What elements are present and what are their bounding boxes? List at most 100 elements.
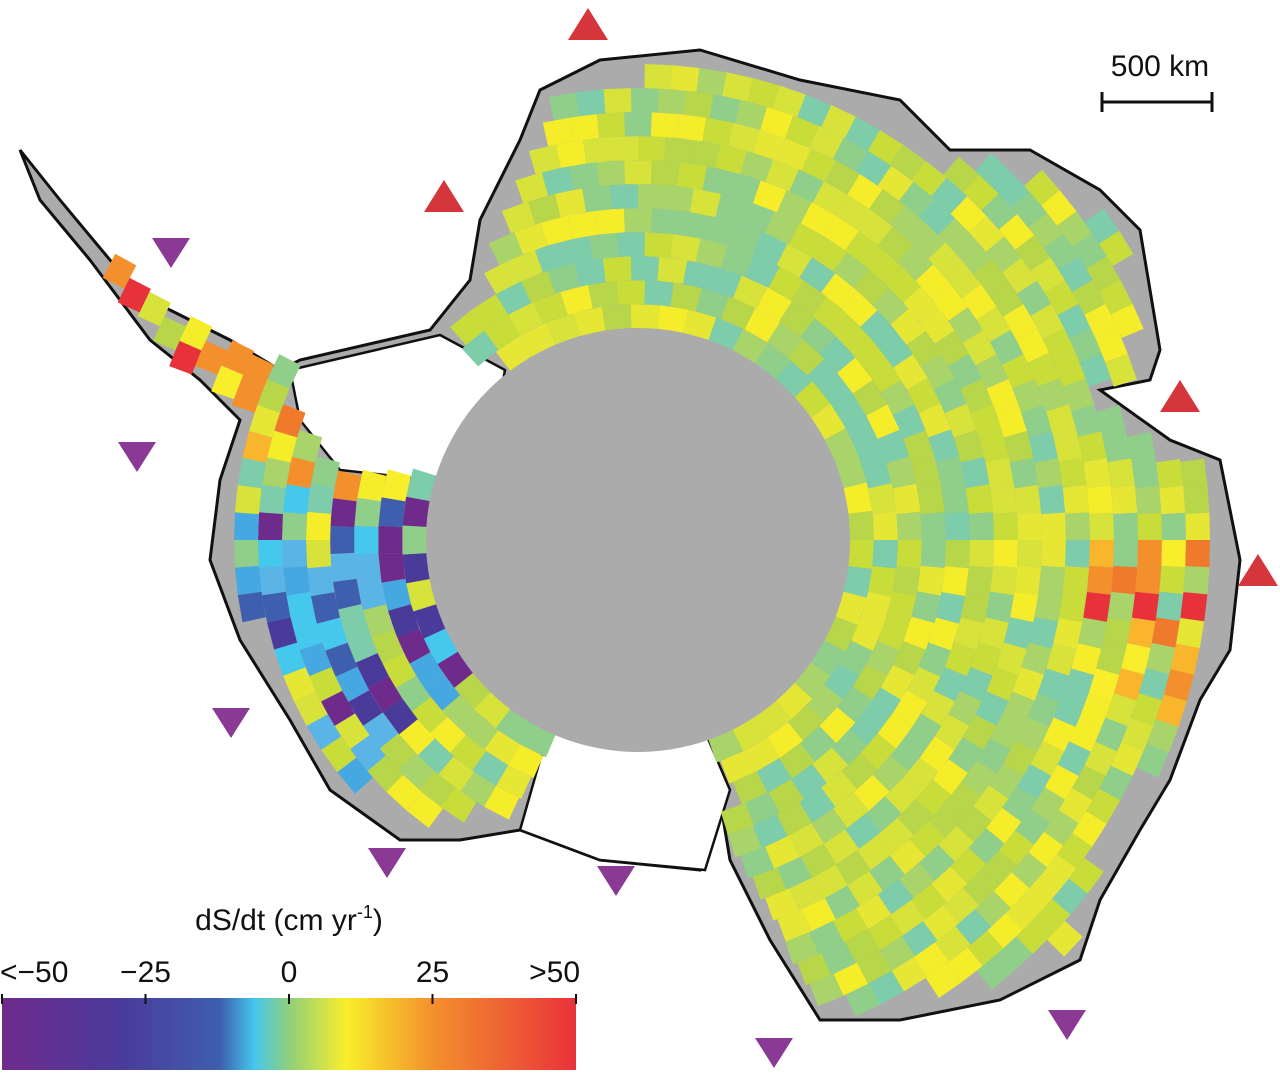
- map-cell: [960, 667, 993, 702]
- map-cell: [1015, 809, 1051, 845]
- map-cell: [1096, 405, 1127, 437]
- map-cell: [1012, 379, 1045, 413]
- map-cell: [775, 682, 813, 720]
- map-cell: [973, 785, 1009, 821]
- map-cell: [1151, 617, 1180, 648]
- map-cell: [903, 430, 935, 464]
- map-cell: [582, 185, 612, 213]
- map-cell: [283, 484, 311, 514]
- map-cell: [843, 482, 873, 514]
- map-cell: [961, 760, 997, 796]
- map-cell: [386, 774, 423, 811]
- map-cell: [1087, 485, 1114, 514]
- map-cell: [844, 929, 880, 964]
- map-cell: [835, 850, 871, 886]
- map-cell: [944, 540, 970, 569]
- map-cell: [841, 290, 878, 327]
- map-cell: [945, 262, 981, 299]
- map-cell: [988, 281, 1024, 317]
- map-cell: [241, 354, 274, 389]
- map-cell: [306, 714, 342, 750]
- map-cell: [702, 215, 736, 246]
- map-cell: [354, 497, 381, 527]
- map-cell: [879, 936, 916, 971]
- map-cell: [234, 565, 262, 595]
- map-cell: [985, 457, 1014, 489]
- map-cell: [262, 457, 291, 489]
- map-cell: [259, 566, 286, 596]
- map-cell: [892, 483, 921, 515]
- down-triangle: [597, 866, 635, 896]
- map-cell: [819, 336, 856, 373]
- map-cell: [234, 540, 259, 568]
- map-cell: [913, 942, 950, 978]
- map-cell: [768, 779, 804, 814]
- map-cell: [568, 210, 599, 239]
- map-cell: [573, 306, 606, 337]
- map-cell: [823, 215, 860, 251]
- map-cell: [357, 469, 386, 502]
- map-cell: [978, 617, 1009, 650]
- map-cell: [728, 825, 762, 858]
- map-cell: [1084, 208, 1120, 244]
- map-cell: [903, 757, 939, 794]
- map-cell: [1002, 786, 1038, 822]
- map-cell: [378, 497, 406, 527]
- map-cell: [583, 136, 613, 164]
- map-cell: [797, 953, 832, 986]
- map-cell: [777, 856, 812, 890]
- map-cell: [906, 666, 941, 702]
- map-cell: [1028, 831, 1064, 868]
- map-cell: [752, 231, 788, 265]
- map-cell: [877, 331, 914, 368]
- map-cell: [406, 579, 436, 612]
- map-cell: [928, 429, 960, 463]
- map-cell: [402, 525, 427, 555]
- map-cell: [1053, 430, 1083, 463]
- map-cell: [740, 151, 774, 182]
- map-cell: [429, 716, 466, 753]
- map-cell: [708, 266, 742, 298]
- map-cell: [823, 829, 860, 865]
- map-cell: [1021, 405, 1052, 438]
- map-cell: [779, 743, 816, 779]
- map-cell: [776, 243, 813, 278]
- map-cell: [644, 64, 673, 90]
- down-triangle: [212, 708, 250, 738]
- map-cell: [948, 737, 984, 773]
- map-cell: [1131, 458, 1160, 489]
- map-cell: [938, 218, 975, 254]
- map-cell: [990, 566, 1017, 596]
- map-cell: [732, 716, 769, 752]
- map-cell: [833, 962, 868, 996]
- map-cell: [354, 553, 381, 583]
- map-cell: [418, 771, 455, 807]
- map-cell: [843, 566, 873, 598]
- map-cell: [961, 284, 997, 320]
- map-cell: [970, 642, 1002, 676]
- map-cell: [424, 674, 460, 711]
- map-cell: [508, 249, 543, 283]
- map-cell: [1185, 512, 1210, 540]
- map-cell: [911, 883, 947, 920]
- map-cell: [865, 247, 902, 284]
- map-cell: [849, 709, 886, 745]
- map-cell: [1069, 328, 1102, 363]
- map-cell: [262, 591, 291, 623]
- map-cell: [1034, 591, 1063, 622]
- map-cell: [676, 114, 707, 142]
- map-cell: [267, 430, 298, 463]
- map-cell: [1014, 485, 1042, 515]
- map-cell: [657, 88, 687, 115]
- map-cell: [960, 591, 990, 624]
- map-cell: [316, 617, 348, 651]
- map-cell: [576, 89, 606, 116]
- map-cell: [1105, 353, 1137, 387]
- map-cell: [409, 652, 445, 689]
- map-cell: [549, 92, 580, 121]
- map-cell: [413, 604, 446, 639]
- map-cell: [812, 181, 848, 216]
- map-cell: [901, 921, 938, 957]
- map-cell: [402, 553, 430, 584]
